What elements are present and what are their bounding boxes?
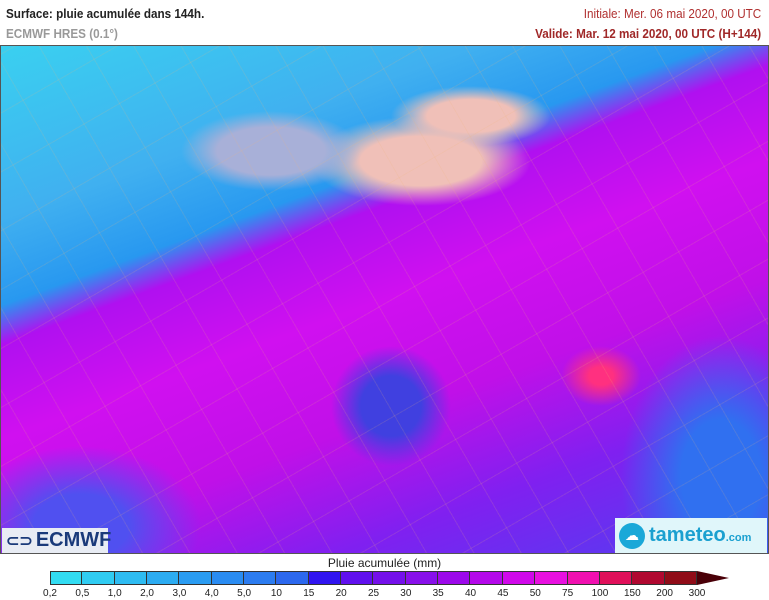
precipitation-map[interactable] (0, 45, 769, 554)
legend-label: 30 (400, 588, 412, 599)
legend-label: 5,0 (237, 588, 252, 599)
legend-swatch (147, 571, 180, 585)
legend-label: 1,0 (107, 588, 122, 599)
ecmwf-logo: ⊂⊃ ECMWF (2, 528, 111, 553)
ecmwf-icon: ⊂⊃ (6, 532, 33, 550)
legend-swatch (276, 571, 309, 585)
legend-label: 0,2 (43, 588, 57, 599)
legend-swatch (244, 571, 277, 585)
legend-label: 200 (656, 588, 673, 599)
legend-swatch (50, 571, 83, 585)
legend-label: 40 (464, 588, 477, 599)
legend-label: 45 (497, 588, 509, 599)
initial-time: Initiale: Mer. 06 mai 2020, 00 UTC (583, 6, 761, 21)
legend-label: 50 (529, 588, 541, 599)
legend-label: 20 (335, 588, 347, 599)
legend-swatch (341, 571, 374, 585)
legend-swatch (179, 571, 212, 585)
legend-swatch (308, 571, 342, 585)
legend-label: 300 (688, 588, 706, 599)
legend-label: 25 (367, 588, 380, 599)
legend-swatch (438, 571, 471, 585)
legend-swatch (114, 571, 148, 585)
legend-swatch (82, 571, 115, 585)
valid-time: Valide: Mar. 12 mai 2020, 00 UTC (H+144) (535, 26, 761, 41)
ecmwf-logo-text: ECMWF (35, 529, 112, 551)
legend-swatch (470, 571, 503, 585)
legend-label: 150 (623, 588, 641, 599)
legend-swatch (567, 571, 600, 585)
legend-label: 10 (270, 588, 282, 599)
legend-arrow (696, 571, 729, 585)
legend-title: Pluie acumulée (mm) (327, 556, 442, 570)
model-label: ECMWF HRES (0.1°) (6, 26, 118, 41)
tameteo-logo[interactable]: ☁ tameteo.com (615, 518, 767, 553)
color-bar (50, 571, 729, 585)
legend-swatch (502, 571, 536, 585)
legend-label: 2,0 (140, 588, 154, 599)
tameteo-suffix: .com (725, 532, 752, 544)
legend-swatch (373, 571, 406, 585)
legend-label: 35 (432, 588, 444, 599)
legend-swatch (211, 571, 245, 585)
legend-label: 3,0 (172, 588, 187, 599)
legend-swatch (632, 571, 665, 585)
legend-swatch (535, 571, 568, 585)
legend-label: 75 (562, 588, 574, 599)
legend-swatch (664, 571, 697, 585)
tameteo-name: tameteo (649, 524, 726, 546)
map-title: Surface: pluie acumulée dans 144h. (6, 6, 205, 21)
legend-label: 0,5 (75, 588, 90, 599)
legend-swatch (599, 571, 633, 585)
cloud-sun-icon: ☁ (619, 522, 645, 549)
legend-swatch (405, 571, 439, 585)
legend-label: 15 (303, 588, 315, 599)
legend-label: 100 (591, 588, 609, 599)
legend-label: 4,0 (204, 588, 219, 599)
